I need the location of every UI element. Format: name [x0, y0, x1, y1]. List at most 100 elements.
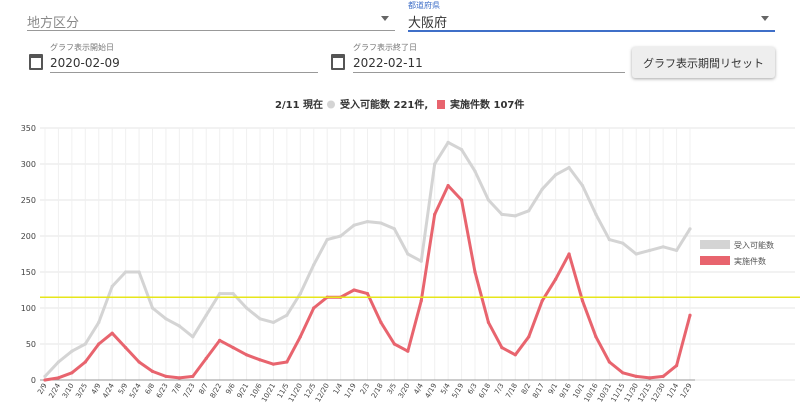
point: [271, 320, 276, 324]
region-select[interactable]: 地方区分: [27, 4, 395, 31]
point: [325, 238, 329, 242]
end-date-value: 2022-02-11: [353, 56, 423, 70]
point: [406, 349, 410, 353]
point: [621, 241, 625, 245]
start-date-value: 2020-02-09: [50, 56, 120, 70]
summary-marker: [327, 100, 335, 109]
point: [365, 292, 370, 296]
x-tick-label: 6/18: [477, 382, 492, 400]
y-tick-label: 100: [21, 304, 36, 313]
y-tick-label: 150: [21, 268, 36, 277]
x-tick-label: 8/22: [209, 382, 224, 400]
x-tick-label: 11/20: [287, 382, 304, 403]
x-tick-label: 5/19: [450, 382, 465, 400]
point: [339, 234, 343, 238]
prefecture-select[interactable]: 大阪府: [408, 4, 775, 32]
point: [500, 212, 504, 216]
point: [433, 162, 437, 166]
point: [406, 252, 410, 256]
point: [365, 220, 370, 224]
prefecture-value: 大阪府: [408, 16, 448, 31]
point: [218, 338, 222, 342]
x-tick-label: 12/30: [650, 382, 667, 403]
x-tick-label: 1/14: [665, 382, 680, 400]
point: [554, 277, 558, 281]
point: [473, 169, 477, 173]
point: [110, 331, 114, 335]
point: [204, 313, 208, 317]
x-tick-label: 3/25: [74, 382, 89, 400]
point: [352, 288, 356, 292]
x-tick-label: 3/20: [397, 382, 412, 400]
point: [191, 335, 195, 339]
point: [580, 184, 585, 188]
start-date-field[interactable]: グラフ表示開始日 2020-02-09: [50, 42, 318, 73]
x-tick-label: 2/9: [36, 382, 49, 396]
point: [459, 198, 464, 202]
point: [56, 360, 61, 364]
point: [83, 360, 87, 364]
point: [258, 358, 262, 362]
point: [124, 346, 128, 350]
point: [674, 248, 679, 252]
point: [231, 292, 235, 296]
point: [204, 356, 208, 360]
y-tick-label: 0: [31, 376, 36, 385]
point: [648, 376, 652, 380]
point: [554, 173, 558, 177]
x-tick-label: 1/29: [679, 382, 694, 400]
y-tick-label: 350: [21, 124, 36, 133]
point: [285, 313, 289, 317]
y-tick-label: 200: [21, 232, 36, 241]
point: [540, 299, 544, 303]
point: [271, 362, 276, 366]
x-tick-label: 4/9: [90, 382, 103, 396]
point: [137, 360, 141, 364]
point: [392, 227, 396, 231]
x-tick-label: 1/19: [343, 382, 358, 400]
point: [150, 306, 155, 310]
calendar-icon[interactable]: [331, 54, 345, 70]
point: [419, 299, 423, 303]
x-tick-label: 5/4: [439, 382, 452, 396]
point: [177, 324, 181, 328]
point: [621, 371, 625, 375]
x-tick-label: 12/20: [314, 382, 331, 403]
point: [124, 270, 128, 274]
point: [97, 320, 101, 324]
reset-button[interactable]: グラフ表示期間リセット: [632, 47, 775, 78]
x-tick-label: 11/5: [276, 382, 291, 400]
point: [298, 335, 302, 339]
x-tick-label: 4/4: [412, 382, 425, 396]
y-tick-label: 50: [26, 340, 36, 349]
point: [473, 270, 477, 274]
x-tick-label: 11/30: [623, 382, 640, 403]
point: [486, 198, 491, 202]
point: [83, 342, 87, 346]
chart-title: 2/11 現在: [275, 98, 323, 111]
x-tick-label: 9/1: [547, 382, 560, 396]
x-tick-label: 7/3: [493, 382, 506, 396]
point: [43, 378, 47, 382]
summary-text: 受入可能数 221件,: [340, 98, 428, 111]
point: [486, 320, 491, 324]
start-date-label: グラフ表示開始日: [50, 43, 114, 52]
point: [513, 214, 517, 218]
point: [191, 374, 195, 378]
end-date-label: グラフ表示終了日: [353, 43, 417, 52]
point: [352, 223, 356, 227]
x-tick-label: 12/5: [303, 382, 318, 400]
x-tick-label: 9/6: [224, 382, 237, 396]
x-tick-label: 10/21: [260, 382, 277, 403]
point: [446, 140, 450, 144]
point: [567, 252, 571, 256]
point: [580, 299, 585, 303]
point: [567, 166, 571, 170]
x-tick-label: 4/19: [424, 382, 439, 400]
calendar-icon[interactable]: [29, 54, 43, 70]
summary-marker: [437, 100, 445, 109]
x-tick-label: 12/15: [636, 382, 653, 403]
end-date-field[interactable]: グラフ表示終了日 2022-02-11: [353, 42, 625, 73]
point: [661, 245, 665, 249]
